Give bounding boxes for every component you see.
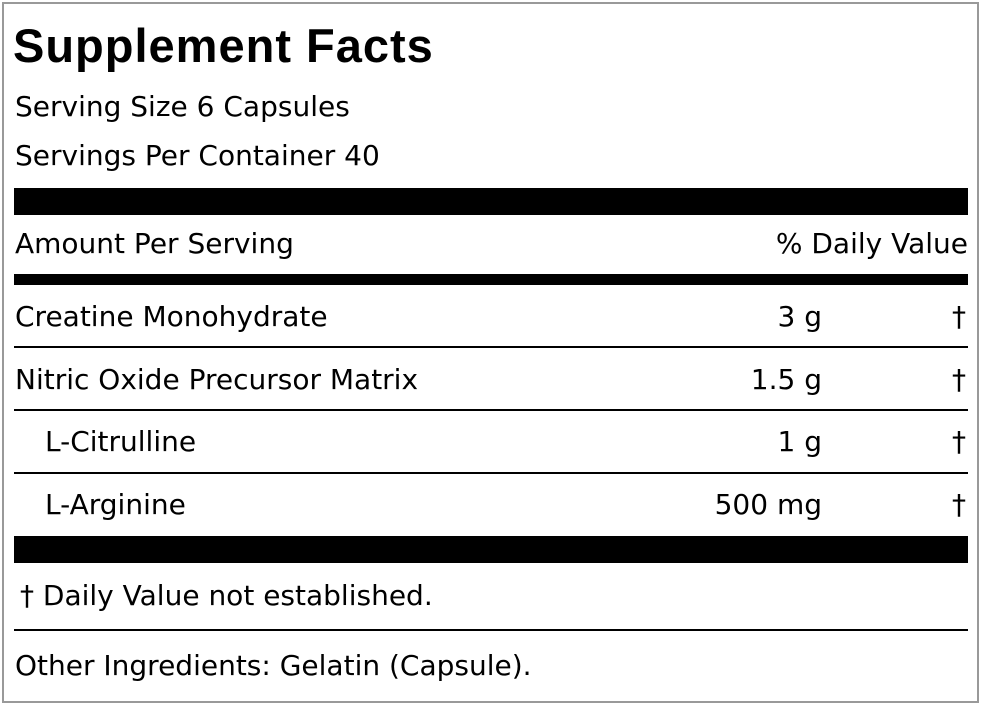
row-amount: 3 g <box>777 300 823 333</box>
row-divider <box>14 472 968 474</box>
row-name: L-Arginine <box>45 488 186 521</box>
row-name: Creatine Monohydrate <box>15 300 328 333</box>
thick-divider <box>14 188 968 215</box>
row-dv: † <box>952 300 966 333</box>
row-name: Nitric Oxide Precursor Matrix <box>15 363 419 396</box>
other-ingredients: Other Ingredients: Gelatin (Capsule). <box>15 649 532 682</box>
amount-header: Amount Per Serving <box>15 227 294 260</box>
row-amount: 500 mg <box>714 488 822 521</box>
page-title: Supplement Facts <box>13 19 434 72</box>
row-divider <box>14 346 968 348</box>
medium-divider <box>14 274 968 285</box>
servings-per-container: Servings Per Container 40 <box>15 139 380 172</box>
row-divider <box>14 409 968 411</box>
row-amount: 1.5 g <box>750 363 822 396</box>
dv-header: % Daily Value <box>775 227 968 260</box>
footnote-divider <box>14 629 968 631</box>
row-dv: † <box>952 363 966 396</box>
row-dv: † <box>952 488 966 521</box>
serving-size: Serving Size 6 Capsules <box>15 90 350 123</box>
footnote: † Daily Value not established. <box>20 579 433 612</box>
row-name: L-Citrulline <box>45 425 197 458</box>
row-amount: 1 g <box>777 425 823 458</box>
thick-divider <box>14 536 968 563</box>
row-dv: † <box>952 425 966 458</box>
